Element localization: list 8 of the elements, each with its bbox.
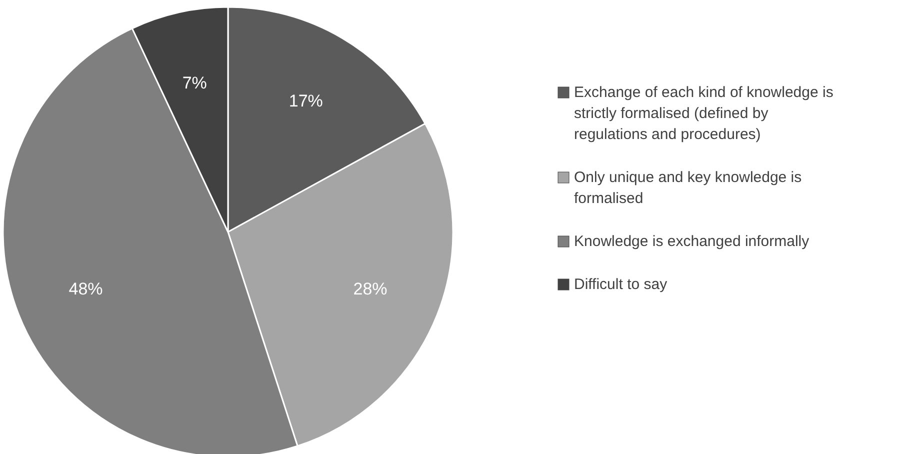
legend-label: Only unique and key knowledge is formalised bbox=[574, 169, 802, 207]
legend-label: Exchange of each kind of knowledge is strictly formalised (defined by regulations and procedures) bbox=[574, 84, 834, 143]
data-label: 28% bbox=[353, 279, 388, 298]
data-label: 48% bbox=[68, 279, 103, 298]
data-label: 7% bbox=[182, 74, 207, 93]
legend-label: Difficult to say bbox=[574, 276, 668, 293]
legend-label: Knowledge is exchanged informally bbox=[574, 233, 810, 250]
data-label: 17% bbox=[288, 91, 323, 110]
